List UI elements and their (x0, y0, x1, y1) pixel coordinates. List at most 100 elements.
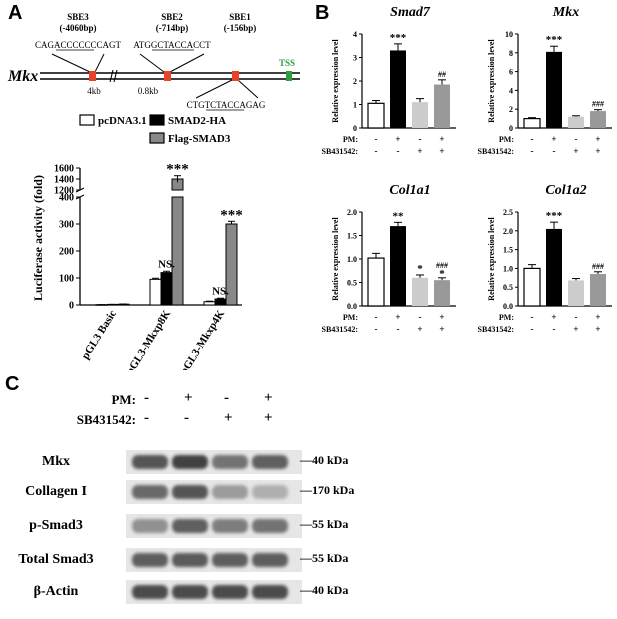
y-tick-label: 0 (353, 124, 357, 133)
sb-sign: + (595, 324, 600, 334)
kda-label: —40 kDa (300, 453, 349, 467)
y-tick-label: 10 (505, 30, 513, 39)
blot-label: β-Actin (33, 584, 79, 599)
pm-label: PM: (499, 135, 514, 144)
sbe3-pos: (-4060bp) (59, 23, 96, 33)
blot-band (212, 519, 248, 533)
sbe1-name: SBE1 (229, 12, 251, 22)
blot-strip (126, 580, 302, 604)
y-tick-label: 100 (59, 274, 74, 285)
y-tick-label: 2.0 (347, 208, 357, 217)
bar (214, 298, 227, 306)
blot-band (252, 585, 288, 599)
bar (149, 278, 162, 306)
blot-band (132, 553, 168, 567)
sb-label: SB431542: (322, 325, 358, 334)
sb-sign: - (375, 146, 378, 156)
sb-label: SB431542: (76, 412, 136, 427)
bar (203, 301, 216, 306)
legend-item-2: Flag-SMAD3 (149, 132, 231, 145)
chart-title: Col1a1 (389, 183, 430, 198)
y-tick-label: 6 (509, 68, 513, 77)
blot-band (252, 455, 288, 469)
significance-label: * (417, 263, 423, 275)
tss-label: TSS (279, 58, 295, 68)
pm-sign: + (595, 134, 600, 144)
bar (568, 280, 584, 306)
bar (523, 267, 541, 307)
bar (523, 117, 541, 129)
panel-b-letter: B (315, 2, 330, 24)
pm-sign: - (575, 134, 578, 144)
y-tick-label: 1400 (54, 175, 74, 186)
pm-sign: - (224, 390, 229, 406)
sb-sign: + (224, 410, 233, 426)
bar (390, 50, 406, 129)
promoter-diagram: SBE3 (-4060bp) SBE2 (-714bp) SBE1 (-156b… (7, 12, 300, 111)
luciferase-chart: pcDNA3.1 SMAD2-HAFlag-SMAD301002003004001… (31, 114, 243, 370)
blot-band (132, 585, 168, 599)
gene-label: Mkx (7, 68, 38, 85)
y-tick-label: 2 (353, 77, 357, 86)
legend-label: pcDNA3.1 (98, 115, 147, 127)
y-tick-label: 1.0 (503, 264, 513, 273)
blot-band (252, 553, 288, 567)
legend-item-0: pcDNA3.1 (79, 114, 147, 127)
legend-swatch (149, 132, 165, 144)
dist-4kb: 4kb (87, 86, 101, 96)
significance-label: *** (166, 162, 189, 178)
panel-a-letter: A (8, 2, 23, 24)
blot-band (212, 455, 248, 469)
y-tick-label: 3 (353, 54, 357, 63)
pm-sign: + (439, 312, 444, 322)
blot-label: Mkx (42, 454, 70, 469)
kda-label: —40 kDa (300, 583, 349, 597)
bar (390, 226, 406, 306)
pm-sign: - (375, 312, 378, 322)
sbe2-seq: ATGGCTACCACCT (133, 40, 211, 50)
sb-sign: - (184, 410, 189, 426)
sb-sign: + (264, 410, 273, 426)
kda-label: —170 kDa (300, 483, 355, 497)
y-axis-label: Relative expression level (487, 39, 496, 123)
y-tick-label: 1.5 (347, 232, 357, 241)
blot-band (212, 553, 248, 567)
bar (367, 257, 385, 307)
y-tick-label: 1 (353, 101, 357, 110)
legend-swatch (149, 114, 165, 126)
sb-label: SB431542: (478, 325, 514, 334)
significance-label: * (439, 268, 445, 280)
pm-sign: - (575, 312, 578, 322)
pm-sign: + (551, 312, 556, 322)
x-tick-label: pGL3 Basic (80, 308, 120, 361)
bar (434, 84, 450, 128)
bar (590, 274, 606, 306)
y-tick-label: 1.5 (503, 246, 513, 255)
y-tick-label: 0.0 (347, 302, 357, 311)
y-tick-label: 2.5 (503, 208, 513, 217)
pm-sign: + (395, 134, 400, 144)
y-tick-label: 400 (59, 193, 74, 204)
pm-sign: - (419, 312, 422, 322)
y-tick-label: 4 (509, 86, 513, 95)
sb-sign: + (595, 146, 600, 156)
y-tick-label: 300 (59, 220, 74, 231)
sbe1-marker (232, 71, 239, 81)
pm-sign: + (551, 134, 556, 144)
significance-label: ## (438, 70, 446, 79)
sbe1-seq: CTGTCTACCAGAG (187, 100, 266, 110)
sb-sign: + (417, 146, 422, 156)
sbe2-name: SBE2 (161, 12, 183, 22)
dist-0-8kb: 0.8kb (138, 86, 159, 96)
y-tick-label: 2 (509, 105, 513, 114)
bar (546, 51, 562, 128)
legend-label: SMAD2-HA (168, 115, 226, 127)
kda-label: —55 kDa (300, 551, 349, 565)
pm-sign: + (184, 390, 193, 406)
blot-band (172, 485, 208, 499)
significance-label: *** (390, 32, 407, 44)
y-tick-label: 1.0 (347, 255, 357, 264)
blot-strip (126, 450, 302, 474)
col1a2-chart: Col1a2 Relative expression level 0.0 0.5 1.0… (478, 183, 612, 334)
y-tick-label: 0.5 (347, 279, 357, 288)
